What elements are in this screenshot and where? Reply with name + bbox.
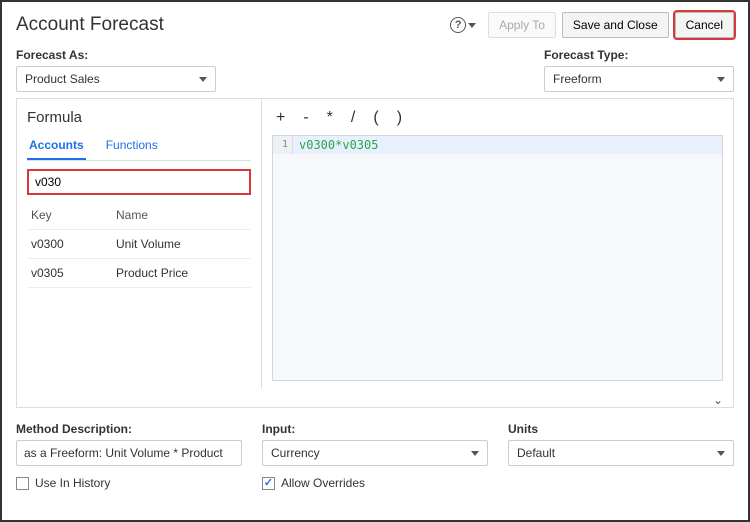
allow-overrides-row[interactable]: Allow Overrides (262, 476, 488, 490)
dialog-frame: Account Forecast ? Apply To Save and Clo… (0, 0, 750, 522)
accounts-table: Key Name v0300 Unit Volume v0305 Product… (27, 201, 251, 288)
formula-right-column: + - * / ( ) 1 v0300*v0305 (262, 99, 733, 389)
line-number: 1 (273, 136, 293, 154)
use-in-history-label: Use In History (35, 476, 110, 490)
formula-columns: Formula Accounts Functions Key Name v030… (17, 99, 733, 389)
editor-line: 1 v0300*v0305 (273, 136, 722, 154)
op-right-paren[interactable]: ) (397, 109, 402, 127)
units-select[interactable]: Default (508, 440, 734, 466)
header-row: Account Forecast ? Apply To Save and Clo… (16, 12, 734, 38)
allow-overrides-checkbox[interactable] (262, 477, 275, 490)
formula-panel: Formula Accounts Functions Key Name v030… (16, 98, 734, 408)
forecast-selectors-row: Forecast As: Product Sales Forecast Type… (16, 48, 734, 92)
cell-name: Unit Volume (116, 237, 247, 251)
page-title: Account Forecast (16, 14, 164, 36)
input-col: Input: Currency Allow Overrides (262, 422, 488, 490)
op-divide[interactable]: / (351, 109, 355, 127)
op-minus[interactable]: - (303, 109, 308, 127)
chevron-down-icon (199, 77, 207, 82)
allow-overrides-label: Allow Overrides (281, 476, 365, 490)
account-search-input[interactable] (27, 169, 251, 195)
chevron-down-icon (471, 451, 479, 456)
table-header: Key Name (27, 201, 251, 230)
save-and-close-button[interactable]: Save and Close (562, 12, 669, 38)
expand-toggle[interactable]: ⌄ (17, 389, 733, 407)
chevron-down-icon (717, 451, 725, 456)
method-desc-col: Method Description: as a Freeform: Unit … (16, 422, 242, 490)
input-select[interactable]: Currency (262, 440, 488, 466)
apply-to-button[interactable]: Apply To (488, 12, 556, 38)
use-in-history-row[interactable]: Use In History (16, 476, 242, 490)
header-actions: ? Apply To Save and Close Cancel (450, 12, 734, 38)
formula-tabs: Accounts Functions (27, 134, 251, 161)
units-col: Units Default (508, 422, 734, 490)
tab-accounts[interactable]: Accounts (27, 134, 86, 160)
formula-title: Formula (27, 109, 251, 126)
table-row[interactable]: v0300 Unit Volume (27, 230, 251, 259)
forecast-type-label: Forecast Type: (544, 48, 734, 62)
units-value: Default (517, 446, 555, 460)
method-desc-input[interactable]: as a Freeform: Unit Volume * Product (16, 440, 242, 466)
op-multiply[interactable]: * (327, 109, 333, 127)
forecast-as-field: Forecast As: Product Sales (16, 48, 216, 92)
formula-editor[interactable]: 1 v0300*v0305 (272, 135, 723, 381)
chevron-down-icon (468, 23, 476, 28)
use-in-history-checkbox[interactable] (16, 477, 29, 490)
cancel-button[interactable]: Cancel (675, 12, 734, 38)
bottom-row: Method Description: as a Freeform: Unit … (16, 422, 734, 490)
formula-left-column: Formula Accounts Functions Key Name v030… (17, 99, 262, 389)
op-left-paren[interactable]: ( (373, 109, 378, 127)
col-key-header: Key (31, 208, 116, 222)
method-desc-label: Method Description: (16, 422, 242, 436)
chevron-down-icon (717, 77, 725, 82)
help-menu[interactable]: ? (450, 17, 476, 33)
forecast-as-label: Forecast As: (16, 48, 216, 62)
operator-toolbar: + - * / ( ) (272, 107, 723, 135)
cell-key: v0305 (31, 266, 116, 280)
table-row[interactable]: v0305 Product Price (27, 259, 251, 288)
help-icon: ? (450, 17, 466, 33)
forecast-type-value: Freeform (553, 72, 602, 86)
formula-code: v0300*v0305 (293, 136, 378, 154)
forecast-type-select[interactable]: Freeform (544, 66, 734, 92)
forecast-as-select[interactable]: Product Sales (16, 66, 216, 92)
forecast-as-value: Product Sales (25, 72, 100, 86)
cell-name: Product Price (116, 266, 247, 280)
cell-key: v0300 (31, 237, 116, 251)
forecast-type-field: Forecast Type: Freeform (544, 48, 734, 92)
col-name-header: Name (116, 208, 247, 222)
tab-functions[interactable]: Functions (104, 134, 160, 160)
input-label: Input: (262, 422, 488, 436)
op-plus[interactable]: + (276, 109, 285, 127)
units-label: Units (508, 422, 734, 436)
input-value: Currency (271, 446, 320, 460)
